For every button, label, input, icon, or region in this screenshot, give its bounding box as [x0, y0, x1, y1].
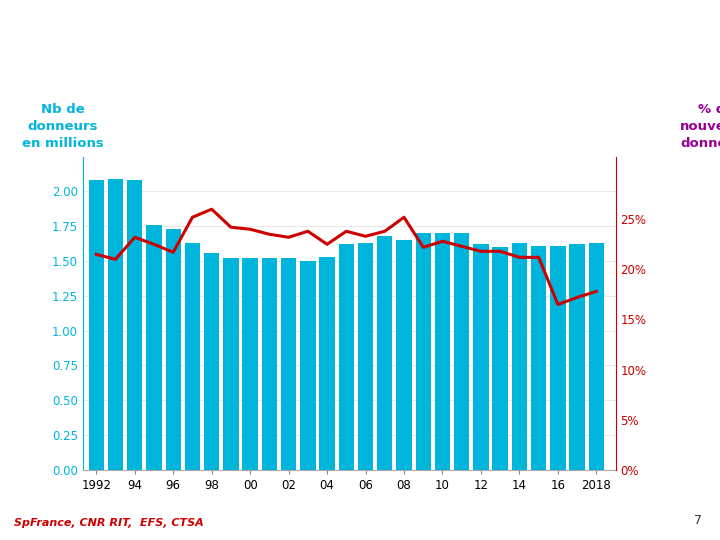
Bar	[589, 243, 604, 470]
Bar	[281, 258, 297, 470]
Bar	[166, 229, 181, 470]
Text: (1): (1)	[16, 60, 46, 79]
Bar	[89, 180, 104, 470]
Bar	[300, 261, 315, 470]
Bar	[512, 243, 527, 470]
Text: LES DONNEURS DE SANG ENTRE 1992 ET 2018: LES DONNEURS DE SANG ENTRE 1992 ET 2018	[16, 23, 504, 43]
Bar	[492, 247, 508, 470]
Bar	[550, 246, 566, 470]
Text: France: France	[626, 60, 661, 70]
Bar	[204, 253, 220, 470]
Bar	[243, 258, 258, 470]
Text: % de
nouveaux
donneurs: % de nouveaux donneurs	[680, 103, 720, 150]
Bar	[185, 243, 200, 470]
Text: SpFrance, CNR RIT,  EFS, CTSA: SpFrance, CNR RIT, EFS, CTSA	[14, 518, 204, 529]
Bar	[108, 179, 123, 470]
Bar	[320, 257, 335, 470]
Bar	[146, 225, 162, 470]
Bar	[473, 244, 489, 470]
Bar	[435, 233, 450, 470]
Bar	[223, 258, 238, 470]
Text: Nb de
donneurs
en millions: Nb de donneurs en millions	[22, 103, 103, 150]
Bar	[127, 180, 143, 470]
Bar	[531, 246, 546, 470]
Bar	[377, 236, 392, 470]
Text: 7: 7	[694, 514, 702, 526]
Bar	[338, 244, 354, 470]
Text: Santé: Santé	[626, 15, 657, 25]
Bar	[454, 233, 469, 470]
Bar	[415, 233, 431, 470]
Bar	[570, 244, 585, 470]
Bar	[396, 240, 412, 470]
Text: publique: publique	[626, 38, 672, 48]
Bar	[358, 243, 373, 470]
Bar	[261, 258, 277, 470]
